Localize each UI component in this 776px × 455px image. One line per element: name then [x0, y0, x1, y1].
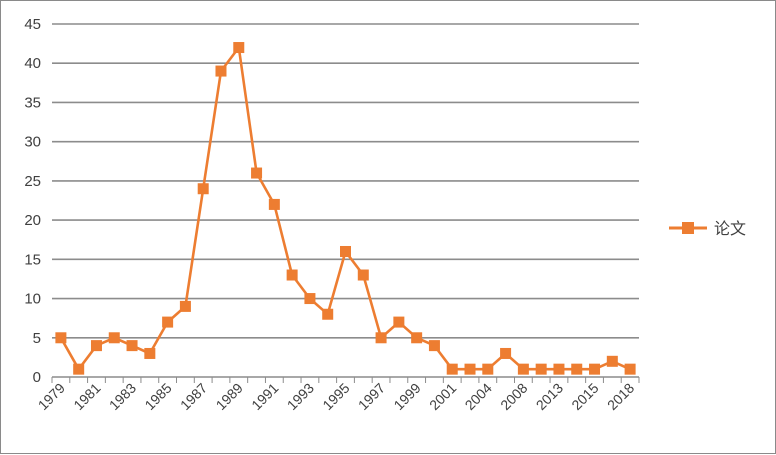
series-lun-wen [55, 42, 636, 375]
data-point-2002 [464, 363, 476, 375]
data-point-2008 [517, 363, 529, 375]
data-point-1980 [73, 363, 85, 375]
data-point-2013 [553, 363, 565, 375]
y-axis-tick-labels: 0 5 10 15 20 25 30 35 40 45 [24, 16, 41, 386]
data-point-1981 [90, 340, 102, 352]
y-tick-label-0: 0 [33, 369, 41, 386]
series-line [59, 46, 631, 371]
y-tick-label-20: 20 [24, 212, 41, 229]
data-point-1989 [233, 42, 245, 54]
data-point-1996 [357, 269, 369, 281]
y-tick-label-15: 15 [24, 251, 41, 268]
x-tick-label-1989: 1989 [213, 380, 246, 413]
data-point-2015 [589, 363, 601, 375]
x-tick-label-2008: 2008 [497, 380, 530, 413]
y-tick-label-40: 40 [24, 55, 41, 72]
x-tick-label-1991: 1991 [248, 380, 281, 413]
x-tick-label-1985: 1985 [141, 380, 174, 413]
data-point-1987 [197, 183, 209, 195]
data-point-1979 [55, 332, 67, 344]
data-point-1998 [393, 316, 405, 328]
x-axis [51, 377, 640, 383]
y-tick-label-10: 10 [24, 291, 41, 308]
x-tick-label-1999: 1999 [390, 380, 423, 413]
data-point-2018 [624, 363, 636, 375]
data-point-1983 [126, 340, 138, 352]
x-tick-label-2001: 2001 [426, 380, 459, 413]
y-tick-label-25: 25 [24, 173, 41, 190]
x-tick-label-2015: 2015 [568, 380, 601, 413]
data-point-2006 [500, 347, 512, 359]
legend: 论文 [669, 219, 746, 238]
y-tick-label-5: 5 [33, 330, 41, 347]
x-tick-label-2004: 2004 [462, 380, 495, 413]
legend-marker-swatch [682, 222, 694, 234]
gridlines [52, 23, 639, 378]
data-point-2004 [482, 363, 494, 375]
data-point-1995 [340, 245, 351, 257]
x-tick-label-1981: 1981 [70, 380, 103, 413]
data-point-1993 [304, 293, 316, 305]
data-point-1982 [108, 332, 120, 344]
x-axis-tick-labels: 1979 1981 1983 1985 1987 1989 1991 1993 1995 1997… [35, 380, 638, 413]
x-tick-label-1995: 1995 [319, 380, 352, 413]
data-point-1992 [286, 269, 298, 281]
data-point-1986 [179, 300, 191, 312]
data-point-1991 [268, 198, 280, 210]
x-tick-label-2018: 2018 [604, 380, 637, 413]
x-tick-label-2013: 2013 [533, 380, 566, 413]
data-point-2016 [606, 355, 618, 367]
data-point-2010 [535, 363, 547, 375]
x-tick-label-1987: 1987 [177, 380, 210, 413]
data-point-1984 [144, 347, 156, 359]
data-point-1985 [162, 316, 174, 328]
x-tick-label-1997: 1997 [355, 380, 388, 413]
data-point-1997 [375, 332, 387, 344]
x-tick-label-1983: 1983 [106, 380, 139, 413]
data-point-1990 [251, 167, 263, 179]
x-tick-label-1993: 1993 [284, 380, 317, 413]
data-point-1994 [322, 308, 334, 320]
data-point-1988 [215, 65, 227, 77]
y-tick-label-30: 30 [24, 134, 41, 151]
legend-label: 论文 [714, 219, 746, 238]
y-tick-label-45: 45 [24, 16, 41, 33]
y-tick-label-35: 35 [24, 94, 41, 111]
data-point-2000 [428, 340, 440, 352]
data-point-2001 [446, 363, 458, 375]
data-point-1999 [411, 332, 423, 344]
data-point-2014 [571, 363, 583, 375]
